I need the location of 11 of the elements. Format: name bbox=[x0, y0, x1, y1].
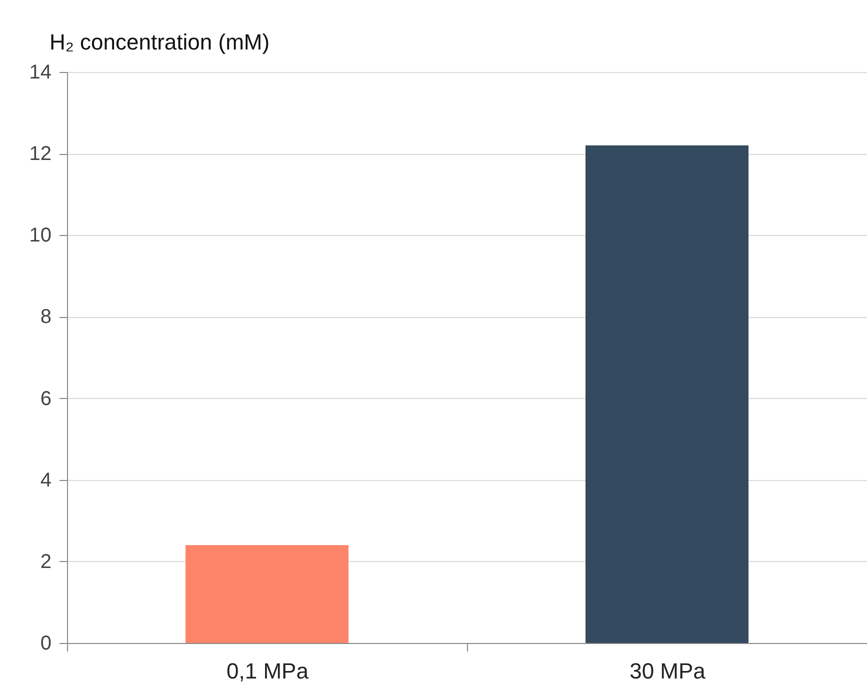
y-axis-title: H₂ concentration (mM) bbox=[50, 30, 270, 54]
y-tick-label: 6 bbox=[40, 388, 52, 410]
y-tick-label: 2 bbox=[40, 550, 52, 573]
y-tick-label: 0 bbox=[40, 632, 52, 654]
y-tick-label: 8 bbox=[40, 306, 52, 328]
y-tick-label: 14 bbox=[29, 62, 52, 84]
x-tick-label: 30 MPa bbox=[630, 658, 706, 684]
y-tick-label: 10 bbox=[29, 224, 52, 247]
y-tick-label: 4 bbox=[40, 469, 52, 492]
x-tick-label: 0,1 MPa bbox=[226, 658, 310, 684]
y-tick-label: 12 bbox=[29, 143, 52, 166]
